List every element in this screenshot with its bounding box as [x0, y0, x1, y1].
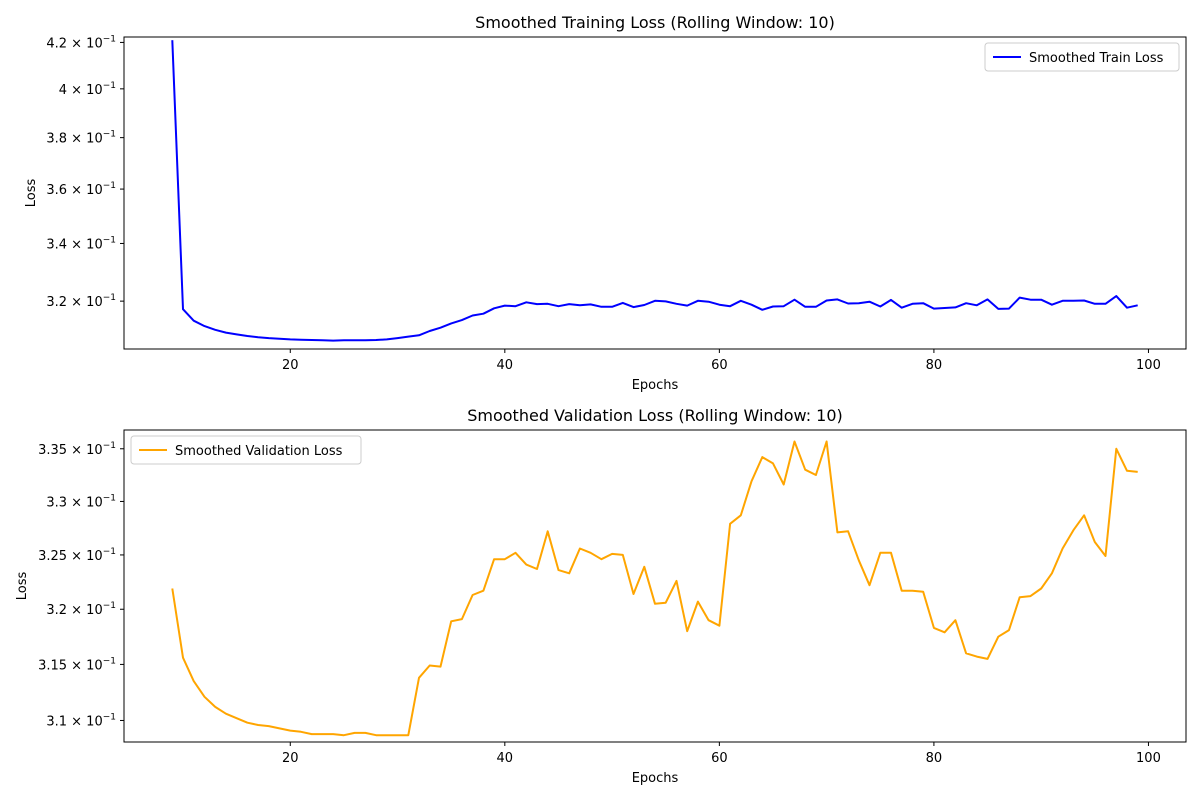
y-tick-exponent: −1 [103, 34, 116, 44]
y-tick-label: 4.2 × 10−1 [46, 34, 116, 51]
legend: Smoothed Validation Loss [130, 435, 362, 465]
y-tick-exponent: −1 [103, 712, 116, 722]
legend: Smoothed Train Loss [984, 42, 1180, 72]
y-tick-base: 4.2 × 10 [46, 36, 102, 51]
x-tick-label: 40 [497, 358, 514, 373]
y-tick-label: 3.6 × 10−1 [46, 181, 116, 198]
y-tick-label: 3.8 × 10−1 [46, 130, 116, 147]
y-axis-label: Loss [15, 572, 30, 601]
y-tick-base: 3.25 × 10 [38, 549, 103, 564]
x-tick-label: 20 [282, 751, 299, 766]
y-tick-exponent: −1 [103, 181, 116, 191]
y-tick-exponent: −1 [103, 656, 116, 666]
y-tick-base: 3.1 × 10 [46, 714, 102, 729]
x-axis-label: Epochs [632, 378, 679, 393]
legend-box [130, 435, 362, 465]
y-tick-exponent: −1 [103, 493, 116, 503]
y-tick-base: 3.2 × 10 [46, 603, 102, 618]
x-tick-label: 80 [926, 358, 943, 373]
y-axis-label: Loss [24, 179, 39, 208]
chart-title: Smoothed Validation Loss (Rolling Window… [467, 406, 843, 425]
y-tick-label: 3.15 × 10−1 [38, 656, 116, 673]
x-tick-label: 100 [1136, 751, 1161, 766]
x-axis-label: Epochs [632, 771, 679, 786]
y-tick-label: 3.3 × 10−1 [46, 493, 116, 510]
y-tick-base: 3.6 × 10 [46, 183, 102, 198]
y-tick-label: 3.2 × 10−1 [46, 293, 116, 310]
y-tick-base: 3.15 × 10 [38, 658, 103, 673]
x-tick-label: 100 [1136, 358, 1161, 373]
legend-label: Smoothed Train Loss [1029, 51, 1164, 66]
y-tick-exponent: −1 [103, 293, 116, 303]
y-tick-base: 4 × 10 [59, 83, 103, 98]
y-tick-base: 3.2 × 10 [46, 295, 102, 310]
y-tick-exponent: −1 [103, 235, 116, 245]
series-line-0 [171, 40, 1138, 342]
y-tick-exponent: −1 [103, 81, 116, 91]
y-tick-label: 3.1 × 10−1 [46, 712, 116, 729]
y-tick-label: 3.2 × 10−1 [46, 601, 116, 618]
y-tick-exponent: −1 [103, 601, 116, 611]
x-tick-label: 20 [282, 358, 299, 373]
series-line-0 [171, 440, 1138, 737]
x-tick-label: 60 [711, 751, 728, 766]
legend-label: Smoothed Validation Loss [175, 444, 343, 459]
y-tick-exponent: −1 [103, 547, 116, 557]
x-tick-label: 40 [497, 751, 514, 766]
chart-panel-1: Smoothed Validation Loss (Rolling Window… [15, 406, 1187, 786]
y-tick-label: 3.35 × 10−1 [38, 441, 116, 458]
plot-frame [123, 429, 1187, 743]
plot-frame [123, 36, 1187, 350]
x-tick-label: 60 [711, 358, 728, 373]
y-tick-base: 3.4 × 10 [46, 237, 102, 252]
y-tick-base: 3.8 × 10 [46, 132, 102, 147]
y-tick-exponent: −1 [103, 130, 116, 140]
y-tick-label: 3.25 × 10−1 [38, 547, 116, 564]
x-tick-label: 80 [926, 751, 943, 766]
chart-panel-0: Smoothed Training Loss (Rolling Window: … [24, 13, 1187, 393]
chart-title: Smoothed Training Loss (Rolling Window: … [475, 13, 835, 32]
y-tick-base: 3.3 × 10 [46, 495, 102, 510]
y-tick-exponent: −1 [103, 441, 116, 451]
y-tick-base: 3.35 × 10 [38, 443, 103, 458]
legend-box [984, 42, 1180, 72]
y-tick-label: 4 × 10−1 [59, 81, 116, 98]
y-tick-label: 3.4 × 10−1 [46, 235, 116, 252]
